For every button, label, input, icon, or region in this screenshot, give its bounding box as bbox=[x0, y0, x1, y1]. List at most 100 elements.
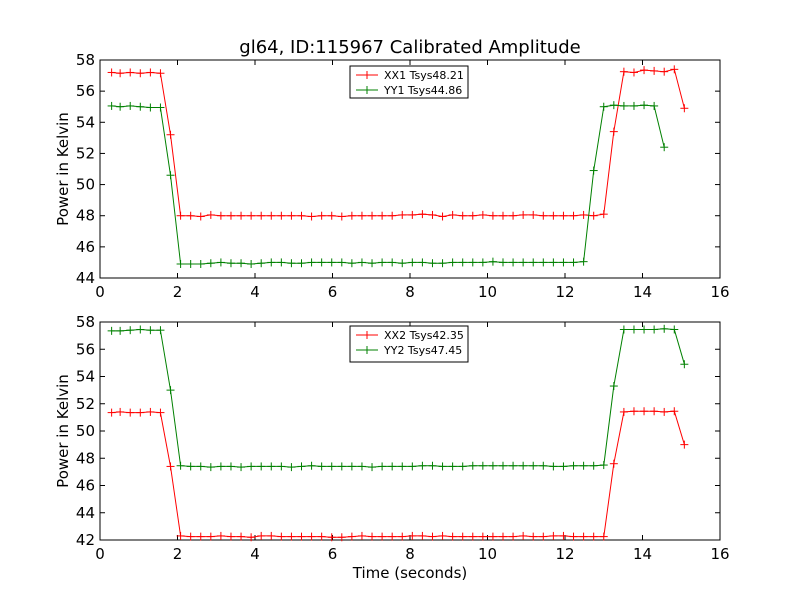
data-point bbox=[549, 462, 558, 471]
data-point bbox=[438, 462, 447, 471]
legend-item: YY2 Tsys47.45 bbox=[356, 344, 462, 357]
data-point bbox=[357, 211, 366, 220]
data-point bbox=[277, 211, 286, 220]
data-point bbox=[166, 130, 175, 139]
data-point bbox=[206, 463, 215, 472]
x-tick-label: 6 bbox=[328, 283, 338, 301]
data-point bbox=[408, 210, 417, 219]
data-point bbox=[347, 211, 356, 220]
y-tick-label: 46 bbox=[76, 477, 95, 495]
x-tick-label: 4 bbox=[250, 283, 260, 301]
data-point bbox=[408, 531, 417, 540]
data-point bbox=[428, 259, 437, 268]
data-point bbox=[347, 259, 356, 268]
data-point bbox=[660, 324, 669, 333]
data-point bbox=[408, 258, 417, 267]
x-tick-label: 2 bbox=[173, 545, 183, 563]
data-point bbox=[589, 532, 598, 541]
data-point bbox=[156, 408, 165, 417]
legend-label: XX2 Tsys42.35 bbox=[384, 329, 464, 342]
x-tick-label: 10 bbox=[478, 545, 497, 563]
data-point bbox=[146, 326, 155, 335]
data-point bbox=[237, 259, 246, 268]
y-tick-label: 58 bbox=[76, 313, 95, 331]
data-point bbox=[186, 532, 195, 541]
data-point bbox=[267, 531, 276, 540]
data-point bbox=[549, 531, 558, 540]
y-tick-label: 42 bbox=[76, 531, 95, 549]
legend-item: YY1 Tsys44.86 bbox=[356, 84, 462, 97]
data-point bbox=[509, 211, 518, 220]
data-point bbox=[599, 532, 608, 541]
data-point bbox=[327, 462, 336, 471]
data-point bbox=[428, 210, 437, 219]
data-point bbox=[398, 210, 407, 219]
data-point bbox=[216, 531, 225, 540]
data-point bbox=[277, 462, 286, 471]
data-point bbox=[176, 531, 185, 540]
data-point bbox=[257, 462, 266, 471]
data-point bbox=[146, 103, 155, 112]
data-point bbox=[388, 211, 397, 220]
data-point bbox=[599, 210, 608, 219]
data-point bbox=[247, 533, 256, 542]
data-point bbox=[107, 101, 116, 110]
data-point bbox=[539, 211, 548, 220]
y-tick-label: 46 bbox=[76, 238, 95, 256]
data-point bbox=[166, 386, 175, 395]
data-point bbox=[519, 531, 528, 540]
data-point bbox=[136, 102, 145, 111]
data-point bbox=[388, 462, 397, 471]
data-point bbox=[559, 258, 568, 267]
x-axis-label: Time (seconds) bbox=[352, 564, 468, 582]
data-point bbox=[609, 382, 618, 391]
x-tick-label: 16 bbox=[710, 545, 729, 563]
data-point bbox=[428, 461, 437, 470]
data-point bbox=[619, 67, 628, 76]
series-line bbox=[111, 410, 685, 538]
x-tick-label: 2 bbox=[173, 283, 183, 301]
data-point bbox=[448, 210, 457, 219]
data-point bbox=[539, 258, 548, 267]
data-point bbox=[247, 462, 256, 471]
data-point bbox=[357, 462, 366, 471]
y-tick-label: 54 bbox=[76, 368, 95, 386]
y-axis-label: Power in Kelvin bbox=[54, 112, 72, 226]
data-point bbox=[569, 461, 578, 470]
data-point bbox=[458, 258, 467, 267]
data-point bbox=[186, 462, 195, 471]
data-point bbox=[166, 462, 175, 471]
y-tick-label: 50 bbox=[76, 176, 95, 194]
data-point bbox=[337, 462, 346, 471]
data-point bbox=[559, 211, 568, 220]
data-point bbox=[619, 325, 628, 334]
data-point bbox=[609, 127, 618, 136]
data-point bbox=[670, 407, 679, 416]
data-point bbox=[107, 326, 116, 335]
y-tick-label: 56 bbox=[76, 82, 95, 100]
data-point bbox=[368, 463, 377, 472]
data-point bbox=[146, 68, 155, 77]
data-point bbox=[499, 258, 507, 267]
data-point bbox=[660, 407, 669, 416]
data-point bbox=[267, 211, 276, 220]
data-point bbox=[418, 531, 427, 540]
data-point bbox=[378, 211, 387, 220]
x-tick-label: 12 bbox=[555, 545, 574, 563]
data-point bbox=[509, 461, 518, 470]
legend-label: YY1 Tsys44.86 bbox=[383, 84, 462, 97]
data-point bbox=[277, 258, 286, 267]
data-point bbox=[509, 258, 518, 267]
data-point bbox=[680, 440, 689, 449]
data-point bbox=[629, 407, 638, 416]
data-point bbox=[267, 258, 276, 267]
data-point bbox=[327, 533, 336, 542]
data-point bbox=[307, 532, 316, 541]
data-point bbox=[519, 210, 528, 219]
data-point bbox=[136, 408, 145, 417]
data-point bbox=[488, 461, 497, 470]
data-point bbox=[619, 101, 628, 110]
data-point bbox=[368, 211, 377, 220]
data-point bbox=[216, 258, 225, 267]
